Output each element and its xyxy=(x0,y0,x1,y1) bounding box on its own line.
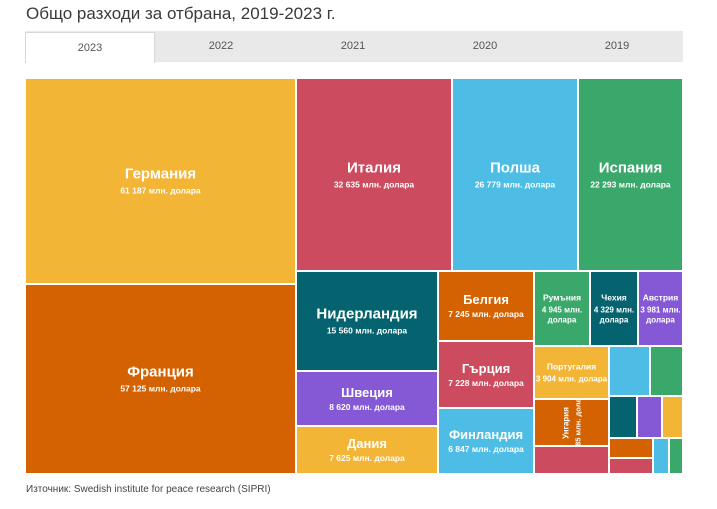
tile-value-label: 8 620 млн. долара xyxy=(329,401,405,412)
treemap-tile[interactable]: Нидерландия 15 560 млн. долара xyxy=(296,271,438,371)
treemap-tile[interactable]: Испания 22 293 млн. долара xyxy=(578,78,683,271)
tile-value-label: 32 635 млн. долара xyxy=(333,179,415,189)
tile-country-name: Чехия xyxy=(601,292,627,302)
tile-label: Испания 22 293 млн. долара xyxy=(579,159,682,190)
tile-country-name: Германия xyxy=(124,165,197,183)
tab-2019[interactable]: 2019 xyxy=(604,40,630,52)
tile-label: Румъния 4 945 млн. долара xyxy=(535,292,589,325)
tile-country-name: Испания xyxy=(598,159,663,176)
tile-label: Белгия 7 245 млн. долара xyxy=(439,292,533,320)
tile-country-name: Полша xyxy=(490,159,540,176)
treemap-tile[interactable]: Австрия 3 981 млн. долара xyxy=(638,271,683,346)
tile-value-label: 6 847 млн. долара xyxy=(448,444,524,454)
treemap-tile-minor[interactable] xyxy=(609,346,650,396)
tile-value-label: 57 125 млн. долара xyxy=(120,383,201,394)
tile-value-label: 4 329 млн. долара xyxy=(593,305,635,324)
tile-value-label: 7 625 млн. долара xyxy=(329,453,405,463)
tile-value-label: 61 187 млн. долара xyxy=(120,185,201,196)
treemap-tile[interactable]: Румъния 4 945 млн. долара xyxy=(534,271,590,346)
tile-label: Германия 61 187 млн. долара xyxy=(26,166,295,197)
treemap-tile-minor[interactable] xyxy=(669,438,683,474)
treemap-tile-minor[interactable] xyxy=(650,346,683,396)
tile-label: Швеция 8 620 млн. долара xyxy=(297,385,437,413)
tile-country-name: Белгия xyxy=(463,292,509,307)
treemap-tile[interactable]: Германия 61 187 млн. долара xyxy=(25,78,296,284)
tile-country-name: Финландия xyxy=(448,427,524,442)
tile-value-label: 15 560 млн. долара xyxy=(326,325,408,336)
treemap-tile[interactable]: Швеция 8 620 млн. долара xyxy=(296,371,438,426)
tile-label: Дания 7 625 млн. долара xyxy=(297,436,437,464)
tile-country-name: Гърция xyxy=(461,360,511,376)
treemap-chart: Германия 61 187 млн. долара Франция 57 125 … xyxy=(25,78,683,474)
tile-value-label: 3 904 млн. долара xyxy=(535,374,608,383)
treemap-tile-minor[interactable] xyxy=(637,396,662,438)
tab-2023[interactable]: 2023 xyxy=(25,32,155,63)
tab-2022[interactable]: 2022 xyxy=(208,40,234,52)
tile-country-name: Дания xyxy=(347,436,387,451)
tile-value-label: 4 945 млн. долара xyxy=(541,305,583,324)
chart-title: Общо разходи за отбрана, 2019-2023 г. xyxy=(26,4,336,23)
treemap-tile[interactable]: Полша 26 779 млн. долара xyxy=(452,78,578,271)
tile-label: Нидерландия 15 560 млн. долара xyxy=(297,306,437,337)
source-note: Източник: Swedish institute for peace re… xyxy=(26,484,271,495)
tile-label: Унгария 3 885 млн. долара xyxy=(560,399,583,446)
tile-label: Австрия 3 981 млн. долара xyxy=(639,292,682,325)
tile-label: Италия 32 635 млн. долара xyxy=(297,159,451,190)
treemap-tile[interactable]: Унгария 3 885 млн. долара xyxy=(534,399,609,446)
treemap-tile-minor[interactable] xyxy=(609,396,637,438)
tab-2020[interactable]: 2020 xyxy=(472,40,498,52)
tile-value-label: 3 981 млн. долара xyxy=(640,305,681,324)
tile-country-name: Нидерландия xyxy=(316,305,418,323)
treemap-tile[interactable]: Чехия 4 329 млн. долара xyxy=(590,271,638,346)
tile-label: Полша 26 779 млн. долара xyxy=(453,159,577,190)
tile-value-label: 3 885 млн. долара xyxy=(573,399,582,446)
year-tabs: 2023 2022 2021 2020 2019 xyxy=(25,31,683,63)
treemap-tile[interactable]: Португалия 3 904 млн. долара xyxy=(534,346,609,399)
treemap-tile[interactable]: Дания 7 625 млн. долара xyxy=(296,426,438,474)
tile-country-name: Португалия xyxy=(546,361,597,371)
treemap-tile[interactable]: Гърция 7 228 млн. долара xyxy=(438,341,534,408)
treemap-tile-minor[interactable] xyxy=(609,438,653,458)
tile-label: Чехия 4 329 млн. долара xyxy=(591,292,637,325)
tile-label: Франция 57 125 млн. долара xyxy=(26,364,295,395)
tile-country-name: Франция xyxy=(127,363,194,381)
tile-value-label: 7 228 млн. долара xyxy=(448,377,524,388)
tile-value-label: 7 245 млн. долара xyxy=(448,309,524,319)
treemap-tile[interactable]: Финландия 6 847 млн. долара xyxy=(438,408,534,474)
tile-country-name: Унгария xyxy=(561,406,570,439)
treemap-tile[interactable]: Франция 57 125 млн. долара xyxy=(25,284,296,474)
tile-label: Гърция 7 228 млн. долара xyxy=(439,361,533,389)
tile-country-name: Австрия xyxy=(642,292,679,302)
treemap-tile[interactable]: Италия 32 635 млн. долара xyxy=(296,78,452,271)
tile-value-label: 26 779 млн. долара xyxy=(474,179,556,189)
tile-country-name: Италия xyxy=(347,159,401,176)
treemap-tile[interactable]: Белгия 7 245 млн. долара xyxy=(438,271,534,341)
tile-label: Португалия 3 904 млн. долара xyxy=(535,361,608,384)
treemap-tile-minor[interactable] xyxy=(609,458,653,474)
treemap-tile-minor[interactable] xyxy=(534,446,609,474)
treemap-tile-minor[interactable] xyxy=(662,396,683,438)
tile-value-label: 22 293 млн. долара xyxy=(590,179,671,189)
tile-country-name: Швеция xyxy=(341,384,393,400)
tile-country-name: Румъния xyxy=(542,292,582,302)
treemap-tile-minor[interactable] xyxy=(653,438,669,474)
tile-label: Финландия 6 847 млн. долара xyxy=(439,427,533,455)
tab-2021[interactable]: 2021 xyxy=(340,40,366,52)
